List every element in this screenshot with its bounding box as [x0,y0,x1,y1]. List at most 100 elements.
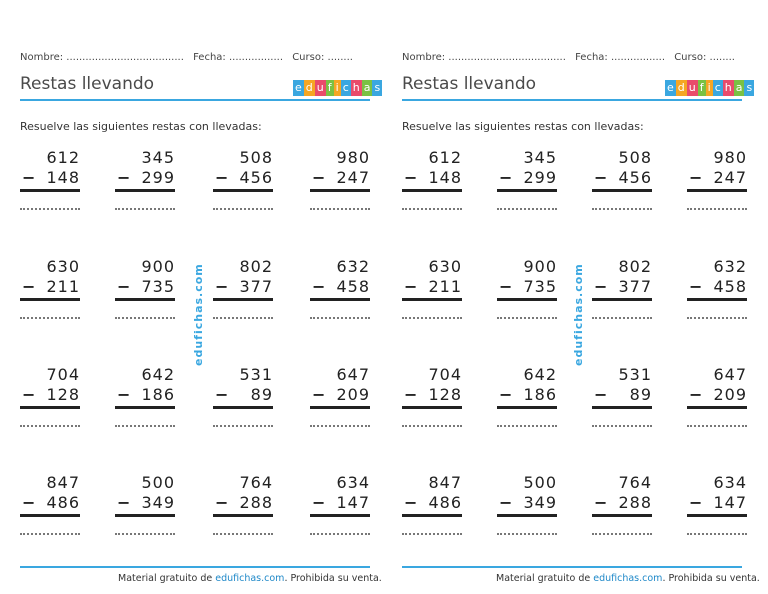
subtraction-problem: 634−147 [310,473,370,535]
subtrahend-row: −209 [687,385,747,405]
result-line [20,406,80,409]
subtrahend: 377 [618,277,652,296]
subtraction-problem: 531− 89 [213,365,273,427]
answer-dotted-line[interactable] [20,208,80,210]
answer-dotted-line[interactable] [592,208,652,210]
answer-dotted-line[interactable] [687,208,747,210]
answer-dotted-line[interactable] [213,317,273,319]
answer-dotted-line[interactable] [592,533,652,535]
answer-dotted-line[interactable] [687,425,747,427]
result-line [115,298,175,301]
subtrahend: 147 [713,493,747,512]
minus-sign: − [404,493,418,512]
logo-letter: h [350,80,362,96]
answer-dotted-line[interactable] [213,533,273,535]
subtraction-problem: 900−735 [497,257,557,319]
minus-sign: − [215,168,229,187]
subtraction-problem: 764−288 [213,473,273,535]
subtrahend: 211 [46,277,80,296]
subtrahend: 128 [428,385,462,404]
result-line [20,514,80,517]
answer-dotted-line[interactable] [592,425,652,427]
subtrahend: 148 [46,168,80,187]
minuend: 632 [713,257,747,276]
answer-dotted-line[interactable] [115,533,175,535]
answer-dotted-line[interactable] [402,208,462,210]
result-line [115,514,175,517]
subtrahend-row: −128 [402,385,462,405]
answer-dotted-line[interactable] [687,317,747,319]
answer-dotted-line[interactable] [402,533,462,535]
subtrahend-row: −486 [20,493,80,513]
minus-sign: − [215,277,229,296]
result-line [592,406,652,409]
answer-dotted-line[interactable] [115,317,175,319]
result-line [310,298,370,301]
subtraction-problem: 764−288 [592,473,652,535]
result-line [402,298,462,301]
minus-sign: − [22,493,36,512]
answer-dotted-line[interactable] [310,425,370,427]
footer-prefix: Material gratuito de [118,573,216,584]
minus-sign: − [594,493,608,512]
answer-dotted-line[interactable] [497,208,557,210]
logo-letter: s [744,80,755,96]
sheet-gap [382,0,392,594]
minuend: 531 [239,365,273,384]
subtrahend-row: −349 [115,493,175,513]
result-line [310,406,370,409]
minuend: 500 [141,473,175,492]
answer-dotted-line[interactable] [115,208,175,210]
result-line [592,298,652,301]
answer-dotted-line[interactable] [310,533,370,535]
footer-link[interactable]: edufichas.com [215,573,285,584]
answer-dotted-line[interactable] [687,533,747,535]
subtraction-problem: 647−209 [687,365,747,427]
course-field: Curso: ........ [674,52,735,63]
answer-dotted-line[interactable] [402,425,462,427]
minuend: 847 [428,473,462,492]
subtraction-problem: 612−148 [402,148,462,210]
answer-dotted-line[interactable] [402,317,462,319]
answer-dotted-line[interactable] [20,425,80,427]
answer-dotted-line[interactable] [20,317,80,319]
footer-suffix: . Prohibida su venta. [284,573,382,584]
subtrahend-row: −377 [592,277,652,297]
subtrahend: 299 [141,168,175,187]
minuend: 531 [618,365,652,384]
answer-dotted-line[interactable] [115,425,175,427]
subtrahend: 148 [428,168,462,187]
answer-dotted-line[interactable] [497,317,557,319]
minus-sign: − [22,168,36,187]
footer-link[interactable]: edufichas.com [593,573,663,584]
answer-dotted-line[interactable] [20,533,80,535]
logo-letter: c [340,80,351,96]
minus-sign: − [404,385,418,404]
minus-sign: − [499,277,513,296]
answer-dotted-line[interactable] [310,208,370,210]
subtraction-problem: 900−735 [115,257,175,319]
subtraction-problem: 980−247 [687,148,747,210]
subtrahend-row: −128 [20,385,80,405]
answer-dotted-line[interactable] [213,425,273,427]
minuend: 900 [141,257,175,276]
answer-dotted-line[interactable] [592,317,652,319]
result-line [402,189,462,192]
subtraction-problem: 630−211 [402,257,462,319]
answer-dotted-line[interactable] [497,533,557,535]
minus-sign: − [594,277,608,296]
minuend: 647 [336,365,370,384]
minus-sign: − [689,493,703,512]
minus-sign: − [312,385,326,404]
subtraction-problem: 500−349 [115,473,175,535]
result-line [213,406,273,409]
answer-dotted-line[interactable] [213,208,273,210]
minuend: 764 [618,473,652,492]
answer-dotted-line[interactable] [310,317,370,319]
answer-dotted-line[interactable] [497,425,557,427]
subtraction-problem: 802−377 [213,257,273,319]
subtraction-problem: 802−377 [592,257,652,319]
subtrahend: 209 [713,385,747,404]
subtrahend: 147 [336,493,370,512]
minuend: 612 [428,148,462,167]
